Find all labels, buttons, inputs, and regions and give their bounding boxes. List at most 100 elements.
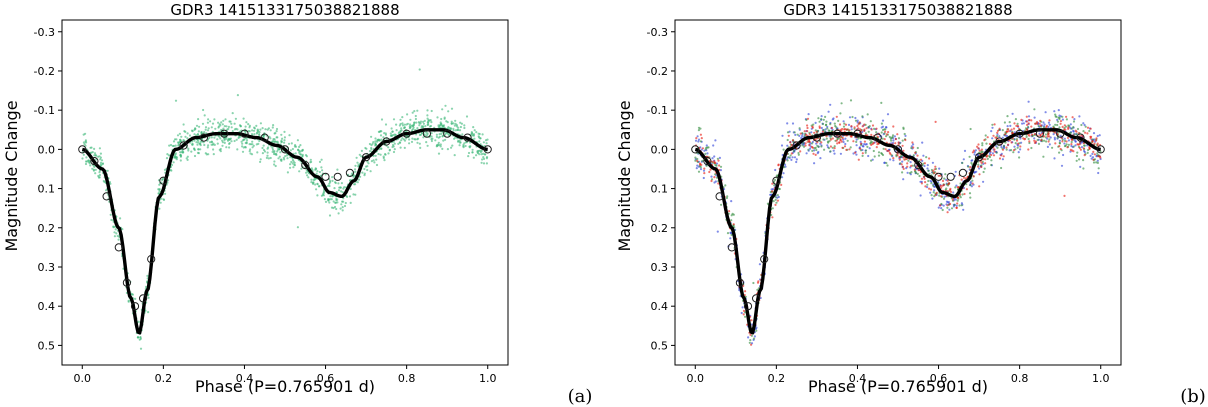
data-point bbox=[926, 183, 929, 186]
data-point bbox=[354, 170, 357, 173]
data-point bbox=[1027, 122, 1030, 125]
data-point bbox=[793, 156, 797, 159]
data-point bbox=[750, 319, 753, 322]
y-tick-label: 0.2 bbox=[651, 222, 669, 235]
data-point bbox=[208, 136, 211, 139]
data-point bbox=[1063, 194, 1066, 197]
data-point bbox=[872, 149, 875, 153]
data-point bbox=[857, 123, 860, 126]
model-fit-line bbox=[81, 128, 488, 335]
data-point bbox=[399, 129, 402, 132]
data-point bbox=[1047, 121, 1050, 124]
data-point bbox=[283, 158, 286, 161]
data-point bbox=[115, 232, 118, 235]
data-point bbox=[405, 137, 408, 140]
data-point bbox=[255, 124, 258, 127]
data-point bbox=[272, 124, 275, 127]
data-point bbox=[1078, 146, 1081, 150]
data-point bbox=[991, 152, 995, 155]
data-point bbox=[479, 151, 482, 154]
data-point bbox=[797, 153, 800, 156]
data-point bbox=[335, 207, 338, 211]
data-point bbox=[457, 140, 460, 143]
data-point bbox=[970, 185, 974, 188]
data-point bbox=[998, 157, 1002, 160]
data-point bbox=[892, 159, 895, 162]
data-point bbox=[146, 274, 149, 277]
y-tick-label: 0.3 bbox=[651, 261, 669, 274]
data-point bbox=[1066, 146, 1069, 149]
data-point bbox=[1078, 143, 1081, 146]
data-point bbox=[259, 160, 262, 163]
data-point bbox=[937, 174, 940, 177]
data-point bbox=[821, 130, 825, 133]
data-point bbox=[158, 188, 161, 191]
data-point bbox=[228, 142, 231, 145]
data-point bbox=[454, 119, 457, 122]
data-point bbox=[961, 193, 964, 196]
data-point bbox=[98, 173, 101, 177]
data-point bbox=[850, 128, 853, 131]
data-point bbox=[1033, 141, 1036, 144]
data-point bbox=[850, 135, 853, 138]
data-point bbox=[374, 140, 377, 143]
data-point bbox=[197, 141, 200, 144]
data-point bbox=[190, 150, 193, 153]
data-point bbox=[1053, 136, 1056, 139]
data-point bbox=[1059, 120, 1063, 123]
data-point bbox=[977, 143, 980, 146]
data-point bbox=[114, 228, 117, 231]
data-point bbox=[106, 169, 109, 172]
data-point bbox=[1073, 118, 1076, 121]
data-point bbox=[341, 206, 344, 209]
data-point bbox=[915, 171, 918, 175]
data-point bbox=[267, 157, 270, 160]
data-point bbox=[97, 155, 100, 158]
data-point bbox=[1048, 138, 1051, 141]
data-point bbox=[1088, 147, 1091, 150]
data-point bbox=[820, 118, 823, 121]
data-point bbox=[441, 147, 444, 150]
data-point bbox=[863, 128, 866, 131]
data-point bbox=[463, 124, 466, 127]
data-point bbox=[744, 290, 747, 293]
data-point bbox=[965, 188, 969, 191]
data-point bbox=[341, 191, 344, 194]
data-point bbox=[426, 109, 429, 112]
data-point bbox=[696, 164, 699, 167]
binned-mean-marker bbox=[812, 133, 822, 142]
data-point bbox=[370, 160, 373, 163]
data-point bbox=[337, 182, 340, 185]
data-point bbox=[825, 137, 828, 140]
binned-mean-marker bbox=[715, 192, 724, 201]
data-point bbox=[710, 179, 713, 183]
y-tick-label: -0.1 bbox=[647, 104, 668, 117]
data-point bbox=[426, 132, 429, 135]
data-point bbox=[482, 162, 486, 165]
data-point bbox=[283, 136, 286, 139]
data-point bbox=[139, 347, 143, 350]
data-point bbox=[980, 165, 983, 169]
data-point bbox=[219, 137, 222, 140]
data-point bbox=[1091, 140, 1094, 143]
data-point bbox=[390, 134, 393, 137]
y-tick-label: 0.5 bbox=[651, 339, 669, 352]
data-point bbox=[183, 130, 186, 133]
data-point bbox=[1080, 123, 1083, 127]
data-point bbox=[724, 184, 727, 187]
data-point bbox=[740, 311, 743, 315]
subfigure-label-a: (a) bbox=[568, 386, 593, 407]
data-point bbox=[439, 143, 442, 146]
data-point bbox=[901, 160, 904, 163]
y-tick-label: -0.2 bbox=[647, 65, 668, 78]
data-point bbox=[901, 144, 904, 147]
data-point bbox=[978, 185, 981, 188]
data-point bbox=[356, 161, 359, 164]
data-point bbox=[945, 183, 948, 186]
data-point bbox=[416, 141, 419, 144]
data-point bbox=[923, 177, 926, 180]
data-point bbox=[101, 162, 104, 166]
data-point bbox=[942, 204, 945, 207]
data-point bbox=[716, 157, 720, 160]
data-point bbox=[919, 194, 922, 197]
